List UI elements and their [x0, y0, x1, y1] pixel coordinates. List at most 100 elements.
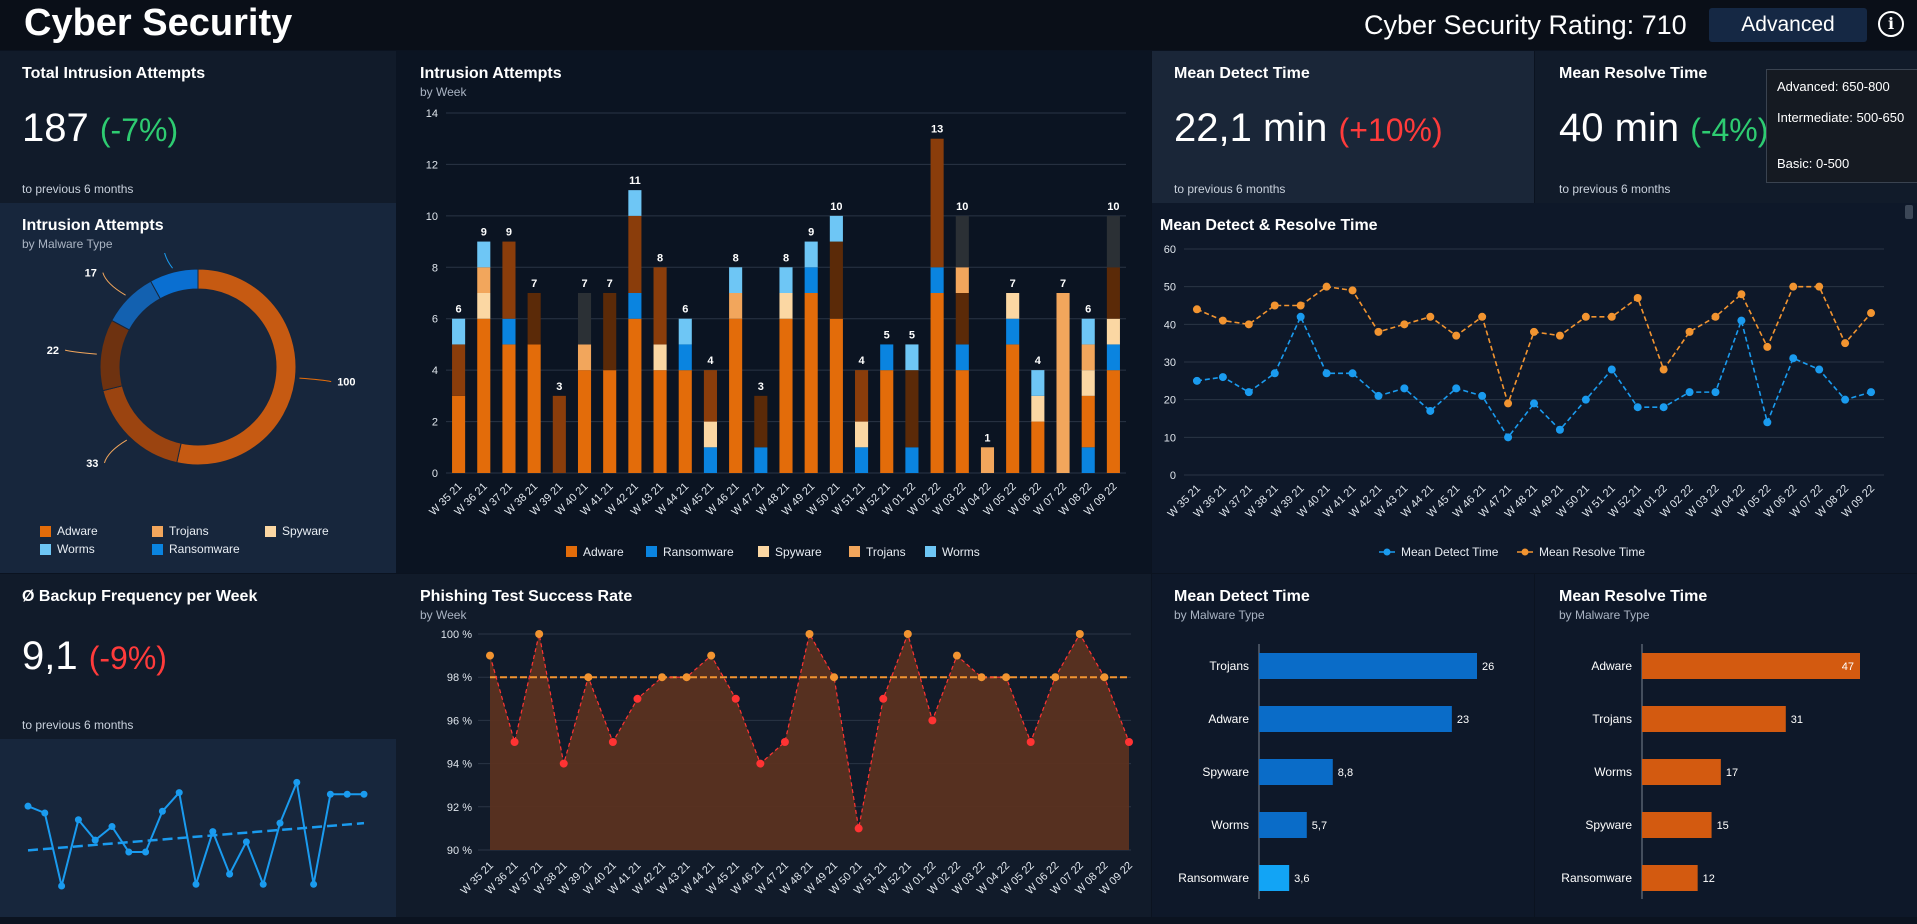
data-point [1711, 388, 1720, 397]
donut-legend-spyware[interactable]: Spyware [265, 524, 329, 538]
data-point [486, 651, 494, 660]
data-point [903, 630, 912, 638]
category-label: Trojans [1592, 712, 1632, 726]
value-label: 17 [1726, 767, 1738, 779]
phishing-area-chart: 90 %92 %94 %96 %98 %100 %W 35 21W 36 21W… [441, 629, 1135, 897]
sparkline-point [192, 880, 200, 888]
sparkline-point [125, 848, 133, 856]
bar-segment-spyware [1031, 395, 1045, 422]
bar-segment-adware [603, 370, 617, 473]
y-tick-label: 12 [426, 159, 438, 171]
bar-segment-spyware [1006, 293, 1020, 319]
data-point [1633, 293, 1642, 302]
donut-legend-worms[interactable]: Worms [40, 542, 95, 556]
hbar [1259, 653, 1477, 679]
bar-segment-trojans [1056, 293, 1070, 473]
legend-swatch [646, 546, 657, 557]
bar-segment-adware [930, 293, 944, 473]
sparkline-point [158, 807, 166, 815]
bar-total-label: 4 [858, 355, 865, 367]
phishing-title: Phishing Test Success Rate [420, 588, 633, 605]
y-tick-label: 2 [432, 417, 438, 429]
data-point [1737, 316, 1746, 325]
bar-segment-adware_mid [552, 395, 566, 473]
donut-legend-ransomware[interactable]: Ransomware [152, 542, 240, 556]
bar-segment-ransomware [754, 447, 768, 473]
bar-segment-adware_mid [452, 344, 466, 396]
backup-change: (-9%) [88, 640, 167, 676]
resolve-by-type-panel: Mean Resolve Time by Malware Type Adware… [1535, 574, 1917, 917]
data-point [1218, 373, 1227, 382]
data-point [1633, 403, 1642, 412]
value-label: 47 [1842, 661, 1854, 673]
data-point [1452, 331, 1461, 340]
y-tick-label: 0 [1170, 470, 1176, 482]
legend-label: Spyware [775, 545, 822, 559]
value-label: 23 [1457, 714, 1469, 726]
data-point [879, 694, 888, 703]
mean-detect-change: (+10%) [1338, 112, 1443, 148]
bar-total-label: 10 [1107, 201, 1119, 213]
legend-swatch [758, 546, 769, 557]
total-intrusion-value: 187 [22, 106, 89, 150]
data-point [1867, 388, 1876, 397]
bar-segment-worms [1081, 318, 1095, 345]
data-point [1478, 391, 1487, 400]
bar-total-label: 11 [629, 175, 641, 187]
data-point [1763, 418, 1772, 427]
mean-detect-value-row: 22,1 min (+10%) [1174, 106, 1443, 151]
backup-sparkline [24, 778, 368, 890]
donut-slice-label: 17 [85, 268, 97, 280]
bar-segment-worms [804, 241, 818, 268]
category-label: Adware [1591, 659, 1632, 673]
category-label: Worms [1594, 765, 1632, 779]
donut-slice-trojans [102, 385, 182, 464]
data-point [1581, 395, 1590, 404]
info-icon[interactable]: i [1878, 11, 1904, 37]
legend-swatch [566, 546, 577, 557]
data-point [1867, 309, 1876, 318]
rating-tooltip: Advanced: 650-800 Intermediate: 500-650 … [1766, 69, 1917, 183]
category-label: Trojans [1209, 659, 1249, 673]
bar-segment-spyware [1106, 318, 1120, 345]
y-tick-label: 40 [1164, 319, 1176, 331]
bar-segment-spyware [1081, 370, 1095, 396]
data-point [1322, 282, 1331, 291]
mean-resolve-value-row: 40 min (-4%) [1559, 106, 1768, 151]
detect-resolve-panel: Mean Detect & Resolve Time 0 10 20 30 40 50 60… [1152, 203, 1917, 573]
data-point [1348, 369, 1357, 378]
level-button[interactable]: Advanced [1709, 8, 1867, 42]
data-point [658, 673, 667, 682]
bar-total-label: 8 [657, 252, 663, 264]
total-intrusion-panel: Total Intrusion Attempts 187 (-7%) to pr… [0, 51, 396, 203]
data-point [1100, 673, 1109, 682]
bar-segment-adware [729, 318, 743, 473]
donut-slice-adware [176, 268, 297, 466]
data-point [830, 673, 839, 682]
tooltip-intermediate: Intermediate: 500-650 [1777, 110, 1905, 125]
category-label: Adware [1208, 712, 1249, 726]
bar-segment-ransomware [628, 293, 642, 319]
detect-by-type-subtitle: by Malware Type [1174, 608, 1265, 622]
bar-segment-adware_dark [905, 370, 919, 448]
legend-swatch [925, 546, 936, 557]
y-tick-label: 0 [432, 468, 438, 480]
data-point [1192, 376, 1201, 385]
detect-by-type-chart: Trojans 26 Adware 23 Spyware 8,8 Worms 5,7 Ranso… [1178, 644, 1494, 899]
scrollbar[interactable] [1905, 205, 1913, 219]
backup-value: 9,1 [22, 634, 78, 678]
sparkline [27, 778, 364, 888]
mean-detect-value: 22,1 min [1174, 106, 1328, 150]
bar-segment-trojans [729, 293, 743, 319]
donut-slice-spyware [99, 319, 131, 392]
legend-label: Adware [57, 524, 98, 538]
data-point [1555, 425, 1564, 434]
hbar [1259, 812, 1307, 838]
mean-resolve-title: Mean Resolve Time [1559, 65, 1708, 82]
bar-segment-adware [804, 293, 818, 473]
bar-total-label: 3 [556, 381, 562, 393]
donut-legend-trojans[interactable]: Trojans [152, 524, 209, 538]
bar-segment-spyware [477, 293, 491, 319]
bar-segment-adware_mid [653, 267, 667, 345]
donut-legend-adware[interactable]: Adware [40, 524, 98, 538]
